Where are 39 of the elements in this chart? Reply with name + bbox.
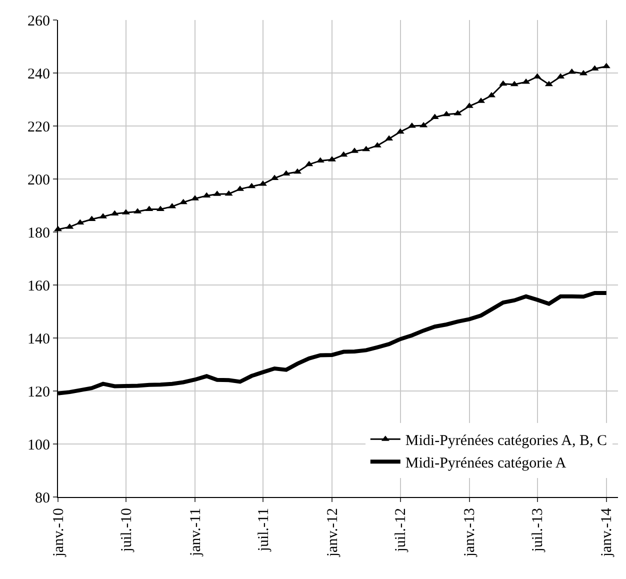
point	[293, 168, 302, 174]
point	[510, 80, 518, 86]
point	[248, 182, 256, 188]
y-tick-label: 200	[28, 172, 50, 188]
x-tick-label: janv.-10	[50, 508, 67, 558]
point	[602, 62, 610, 68]
y-tick-label: 180	[28, 225, 50, 242]
x-tick-label: juil.-10	[118, 508, 135, 553]
point	[179, 198, 188, 204]
legend-label: Midi-Pyrénées catégorie A	[405, 456, 566, 472]
point	[224, 190, 233, 196]
point	[88, 216, 96, 222]
point	[544, 80, 553, 86]
point	[362, 146, 370, 152]
point	[305, 160, 314, 166]
point	[499, 80, 508, 86]
point	[66, 223, 74, 229]
x-tick-label: janv.-12	[324, 508, 341, 558]
x-tick-label: juil.-11	[256, 508, 272, 552]
legend-label: Midi-Pyrénées catégories A, B, C	[405, 433, 608, 450]
point	[340, 151, 348, 157]
y-tick-label: 80	[35, 490, 50, 506]
x-tick-label: janv.-14	[599, 508, 616, 558]
point	[420, 122, 428, 128]
y-tick-label: 220	[28, 119, 50, 136]
x-tick-label: janv.-13	[462, 508, 478, 558]
y-tick-label: 140	[28, 331, 50, 348]
x-tick-label: juil.-12	[393, 508, 410, 553]
point	[568, 68, 576, 74]
y-tick-label: 120	[28, 384, 50, 400]
y-tick-label: 260	[28, 13, 50, 30]
point	[430, 114, 439, 120]
y-tick-label: 100	[28, 437, 50, 454]
point	[396, 128, 404, 134]
point	[590, 65, 599, 71]
y-tick-label: 240	[28, 66, 50, 82]
x-tick-label: juil.-13	[530, 508, 546, 553]
x-tick-label: janv.-11	[188, 508, 204, 558]
y-tick-label: 160	[28, 278, 50, 294]
